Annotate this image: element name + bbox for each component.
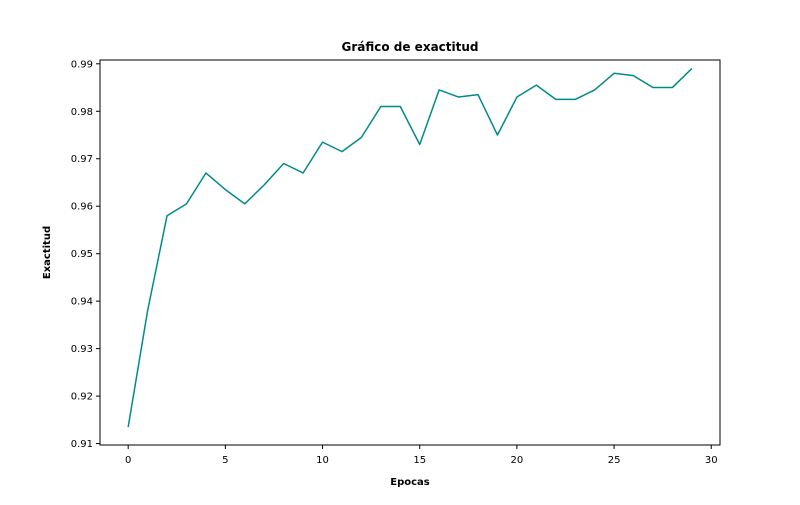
x-tick-label: 0	[125, 455, 131, 466]
y-tick-label: 0.93	[71, 344, 93, 355]
axes-frame	[99, 59, 721, 446]
y-tick-label: 0.98	[71, 107, 93, 118]
x-axis: 0 5 10 15 20 25 30	[125, 445, 718, 466]
y-tick-label: 0.92	[71, 392, 93, 403]
plot-area	[127, 68, 693, 428]
x-tick-label: 15	[413, 455, 426, 466]
chart-title: Gráfico de exactitud	[341, 40, 478, 54]
x-tick-label: 5	[222, 455, 228, 466]
y-tick-label: 0.94	[71, 297, 93, 308]
x-tick-label: 25	[608, 455, 621, 466]
y-tick-label: 0.96	[71, 202, 93, 213]
series-line	[127, 68, 693, 428]
x-tick-label: 10	[316, 455, 329, 466]
y-tick-label: 0.97	[71, 154, 93, 165]
y-axis: 0.91 0.92 0.93 0.94 0.95 0.96 0.97 0.98 0.99	[71, 59, 100, 450]
y-axis-label: Exactitud	[42, 226, 53, 279]
y-tick-label: 0.95	[71, 249, 93, 260]
y-tick-label: 0.99	[71, 59, 93, 70]
x-tick-label: 20	[511, 455, 524, 466]
y-tick-label: 0.91	[71, 439, 93, 450]
x-tick-label: 30	[705, 455, 718, 466]
x-axis-label: Epocas	[390, 477, 430, 488]
